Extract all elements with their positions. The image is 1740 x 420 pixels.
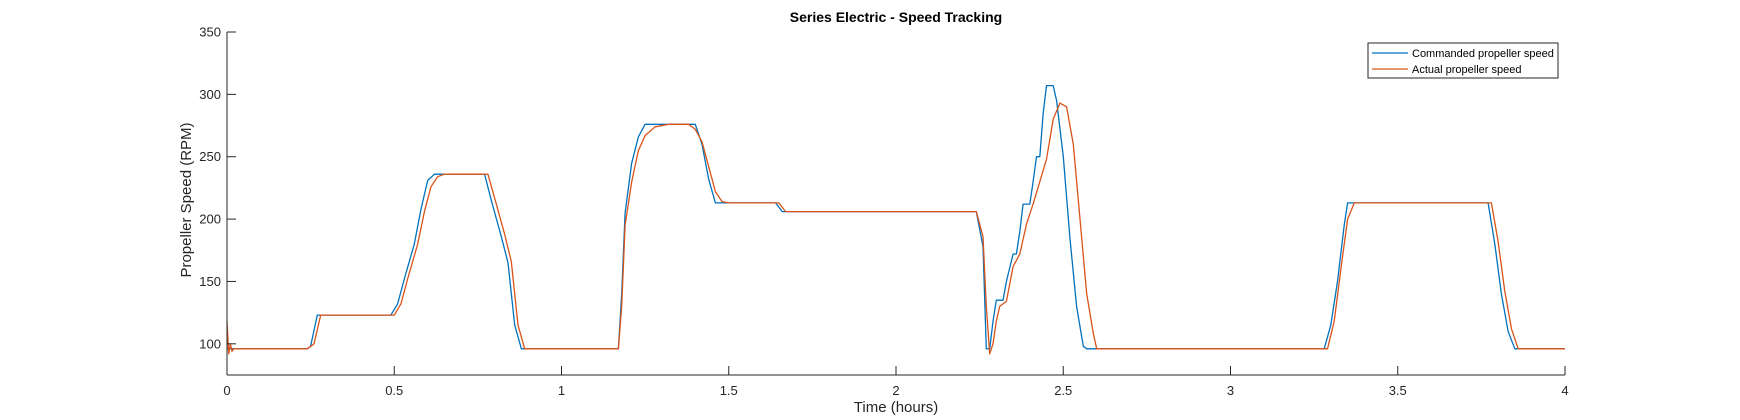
x-tick-label: 3.5 [1389,383,1407,398]
x-tick-label: 0.5 [385,383,403,398]
y-tick-label: 200 [199,212,221,227]
legend-label-2: Actual propeller speed [1412,64,1521,76]
y-tick-label: 100 [199,336,221,351]
x-tick-label: 2 [892,383,899,398]
y-axis-label: Propeller Speed (RPM) [178,122,195,277]
y-tick-label: 150 [199,274,221,289]
x-tick-label: 2.5 [1054,383,1072,398]
y-tick-label: 350 [199,25,221,40]
y-tick-label: 250 [199,149,221,164]
series-line-2 [226,102,1565,355]
chart-title: Series Electric - Speed Tracking [790,9,1002,25]
x-tick-label: 1 [558,383,565,398]
x-tick-label: 3 [1227,383,1234,398]
x-tick-label: 1.5 [720,383,738,398]
legend-box [1367,42,1559,79]
legend-label-1: Commanded propeller speed [1412,48,1554,60]
y-tick-label: 300 [199,87,221,102]
series-layer [226,84,1565,355]
x-tick-label: 4 [1561,383,1568,398]
x-tick-label: 0 [223,383,230,398]
legend: Commanded propeller speed Actual propelle… [1367,42,1559,79]
x-axis-label: Time (hours) [854,399,938,416]
axes-layer: 0 0.5 1 1.5 2 2.5 3 3.5 4 100 150 200 250 300 350 [199,25,1568,399]
